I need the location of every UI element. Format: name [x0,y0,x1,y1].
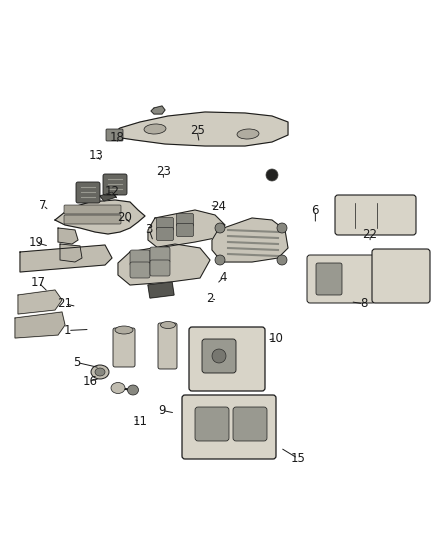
Polygon shape [108,112,288,146]
Ellipse shape [277,223,287,233]
Text: 4: 4 [219,271,227,284]
FancyBboxPatch shape [76,182,100,203]
Polygon shape [15,312,65,338]
Text: 7: 7 [39,199,47,212]
FancyBboxPatch shape [64,215,121,224]
Text: 12: 12 [104,185,119,198]
Ellipse shape [215,255,225,265]
FancyBboxPatch shape [195,407,229,441]
Ellipse shape [160,321,176,328]
FancyBboxPatch shape [202,339,236,373]
Text: 15: 15 [290,452,305,465]
Polygon shape [118,244,210,285]
FancyBboxPatch shape [156,217,173,230]
Text: 11: 11 [133,415,148,427]
FancyBboxPatch shape [177,214,194,227]
Ellipse shape [115,326,133,334]
Polygon shape [58,228,78,244]
Polygon shape [148,210,225,248]
FancyBboxPatch shape [335,195,416,235]
Ellipse shape [111,383,125,393]
Text: 24: 24 [212,200,226,213]
Text: 23: 23 [156,165,171,178]
Ellipse shape [277,255,287,265]
FancyBboxPatch shape [103,174,127,195]
Text: 17: 17 [31,276,46,289]
Ellipse shape [215,223,225,233]
Polygon shape [148,282,174,298]
FancyBboxPatch shape [64,205,121,214]
Text: 22: 22 [363,228,378,241]
FancyBboxPatch shape [150,260,170,276]
Text: 1: 1 [64,324,72,337]
FancyBboxPatch shape [182,395,276,459]
Ellipse shape [266,169,278,181]
Polygon shape [151,106,165,114]
FancyBboxPatch shape [158,323,177,369]
FancyBboxPatch shape [177,223,194,237]
FancyBboxPatch shape [130,262,150,278]
Polygon shape [55,200,145,234]
FancyBboxPatch shape [189,327,265,391]
Ellipse shape [212,349,226,363]
Text: 2: 2 [206,292,214,305]
Polygon shape [212,218,288,262]
Ellipse shape [127,385,138,395]
FancyBboxPatch shape [130,250,150,266]
FancyBboxPatch shape [307,255,375,303]
Ellipse shape [91,365,109,379]
FancyBboxPatch shape [372,249,430,303]
Text: 6: 6 [311,204,319,217]
Polygon shape [60,244,82,262]
Text: 18: 18 [110,131,125,144]
FancyBboxPatch shape [150,247,170,263]
Text: 3: 3 [145,223,152,236]
Text: 5: 5 [73,356,80,369]
Ellipse shape [237,129,259,139]
FancyBboxPatch shape [106,129,123,141]
Text: 10: 10 [268,332,283,345]
Text: 9: 9 [158,404,166,417]
FancyBboxPatch shape [316,263,342,295]
Ellipse shape [144,124,166,134]
Polygon shape [20,245,112,272]
Text: 21: 21 [57,297,72,310]
Text: 25: 25 [190,124,205,137]
Polygon shape [100,192,116,201]
Text: 19: 19 [28,236,43,249]
Polygon shape [18,290,62,314]
Text: 20: 20 [117,211,132,224]
Text: 8: 8 [360,297,367,310]
Text: 13: 13 [89,149,104,162]
FancyBboxPatch shape [113,328,135,367]
FancyBboxPatch shape [156,228,173,240]
Text: 16: 16 [82,375,97,387]
FancyBboxPatch shape [233,407,267,441]
Ellipse shape [95,368,105,376]
